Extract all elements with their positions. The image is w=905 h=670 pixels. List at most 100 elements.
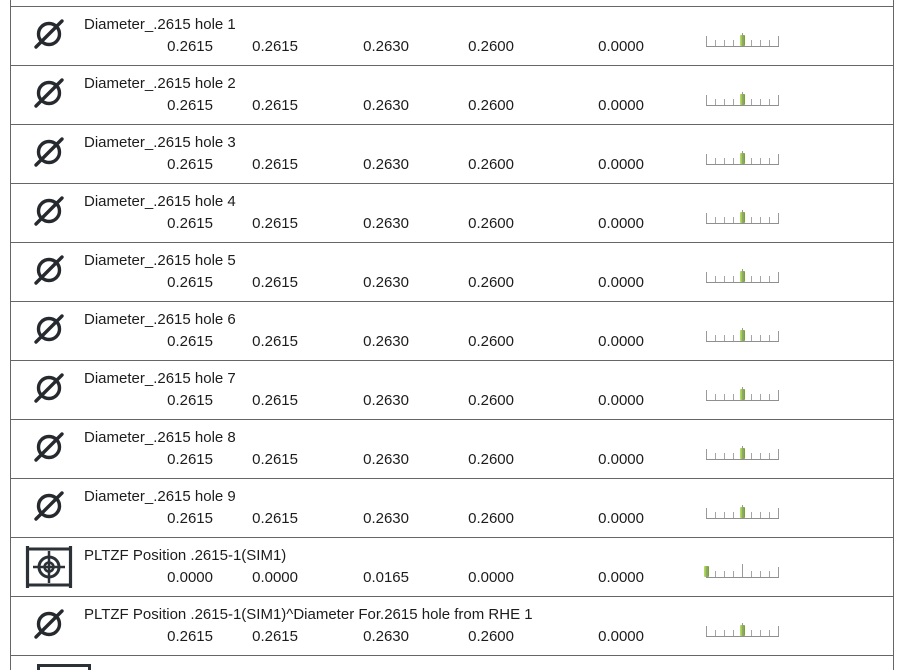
measurement-value: 0.2600 [468, 333, 514, 350]
dimension-row[interactable]: Diameter_.2615 hole 9 0.2615 0.2615 0.26… [11, 478, 893, 537]
gauge-tick [751, 158, 752, 164]
gauge-tick [778, 626, 779, 636]
dimension-row[interactable]: Diameter_.2615 hole 6 0.2615 0.2615 0.26… [11, 301, 893, 360]
dimension-row[interactable]: Diameter_.2615 hole 2 0.2615 0.2615 0.26… [11, 65, 893, 124]
deviation-gauge [706, 621, 779, 639]
measurement-value: 0.2615 [252, 38, 298, 55]
gauge-tick [706, 272, 707, 282]
gauge-baseline [706, 459, 779, 460]
gauge-tick [706, 95, 707, 105]
measurement-value: 0.2630 [363, 333, 409, 350]
gauge-baseline [706, 577, 779, 578]
gauge-tick [724, 453, 725, 459]
dimension-row[interactable]: Diameter_.2615 hole 8 0.2615 0.2615 0.26… [11, 419, 893, 478]
diameter-icon [34, 137, 64, 167]
gauge-tick [742, 446, 743, 459]
partial-row[interactable] [11, 655, 893, 670]
gauge-tick [742, 269, 743, 282]
measurement-value: 0.2630 [363, 274, 409, 291]
gauge-tick [751, 512, 752, 518]
deviation-gauge [706, 90, 779, 108]
measurement-value: 0.2615 [167, 451, 213, 468]
gauge-tick [733, 453, 734, 459]
gauge-tick [733, 40, 734, 46]
dimension-row[interactable]: PLTZF Position .2615-1(SIM1)^Diameter Fo… [11, 596, 893, 655]
gauge-tick [742, 505, 743, 518]
measurement-value: 0.2630 [363, 451, 409, 468]
measurement-value: 0.0000 [598, 38, 644, 55]
gauge-tick [706, 331, 707, 341]
gauge-tick [751, 217, 752, 223]
gauge-tick [760, 571, 761, 577]
diameter-icon [34, 314, 64, 344]
gauge-tick [778, 567, 779, 577]
deviation-gauge [706, 444, 779, 462]
measurement-value: 0.2615 [167, 628, 213, 645]
measurement-value: 0.0000 [167, 569, 213, 586]
dimension-title: Diameter_.2615 hole 9 [84, 488, 236, 505]
gauge-tick [769, 99, 770, 105]
deviation-gauge [706, 208, 779, 226]
gauge-tick [742, 564, 743, 577]
dimension-row[interactable]: Diameter_.2615 hole 5 0.2615 0.2615 0.26… [11, 242, 893, 301]
diameter-icon [34, 255, 64, 285]
measurement-value: 0.0000 [598, 274, 644, 291]
gauge-tick [715, 217, 716, 223]
measurement-value: 0.2615 [167, 97, 213, 114]
dimension-row[interactable]: Diameter_.2615 hole 4 0.2615 0.2615 0.26… [11, 183, 893, 242]
measurement-value: 0.2615 [252, 274, 298, 291]
gauge-tick [751, 394, 752, 400]
gauge-tick [706, 36, 707, 46]
gauge-baseline [706, 636, 779, 637]
measurement-value: 0.2615 [252, 333, 298, 350]
measurement-value: 0.2615 [167, 392, 213, 409]
deviation-gauge [706, 31, 779, 49]
diameter-icon [34, 196, 64, 226]
gauge-tick [751, 40, 752, 46]
gauge-baseline [706, 46, 779, 47]
gauge-tick [760, 276, 761, 282]
measurement-value: 0.2600 [468, 510, 514, 527]
dimension-title: Diameter_.2615 hole 7 [84, 370, 236, 387]
gauge-tick [715, 158, 716, 164]
dimension-row[interactable]: PLTZF Position .2615-1(SIM1) 0.0000 0.00… [11, 537, 893, 596]
measurement-value: 0.0000 [598, 628, 644, 645]
gauge-tick [706, 508, 707, 518]
deviation-gauge [704, 562, 779, 580]
measurement-value: 0.0000 [252, 569, 298, 586]
dimension-row[interactable]: Diameter_.2615 hole 3 0.2615 0.2615 0.26… [11, 124, 893, 183]
deviation-gauge [706, 503, 779, 521]
gauge-tick [760, 99, 761, 105]
gauge-tick [742, 387, 743, 400]
measurement-value: 0.2600 [468, 215, 514, 232]
measurement-value: 0.2615 [252, 156, 298, 173]
gauge-tick [751, 453, 752, 459]
gauge-tick [769, 453, 770, 459]
dimension-row[interactable]: Diameter_.2615 hole 1 0.2615 0.2615 0.26… [11, 6, 893, 65]
diameter-icon [34, 78, 64, 108]
diameter-icon [34, 609, 64, 639]
gauge-tick [769, 630, 770, 636]
gauge-tick [760, 335, 761, 341]
gauge-tick [706, 154, 707, 164]
measurement-value: 0.0000 [598, 510, 644, 527]
dimension-row[interactable]: Diameter_.2615 hole 7 0.2615 0.2615 0.26… [11, 360, 893, 419]
measurement-value: 0.2600 [468, 451, 514, 468]
gauge-tick [706, 390, 707, 400]
gauge-tick [769, 158, 770, 164]
measurement-value: 0.2630 [363, 392, 409, 409]
gauge-tick [769, 571, 770, 577]
gauge-tick [751, 99, 752, 105]
gauge-tick [769, 217, 770, 223]
gauge-tick [778, 36, 779, 46]
gauge-tick [733, 394, 734, 400]
diameter-icon [34, 491, 64, 521]
gauge-baseline [706, 164, 779, 165]
diameter-icon [34, 19, 64, 49]
gauge-tick [769, 40, 770, 46]
gauge-tick [715, 335, 716, 341]
measurement-value: 0.2630 [363, 97, 409, 114]
gauge-tick [715, 276, 716, 282]
measurement-value: 0.2630 [363, 510, 409, 527]
